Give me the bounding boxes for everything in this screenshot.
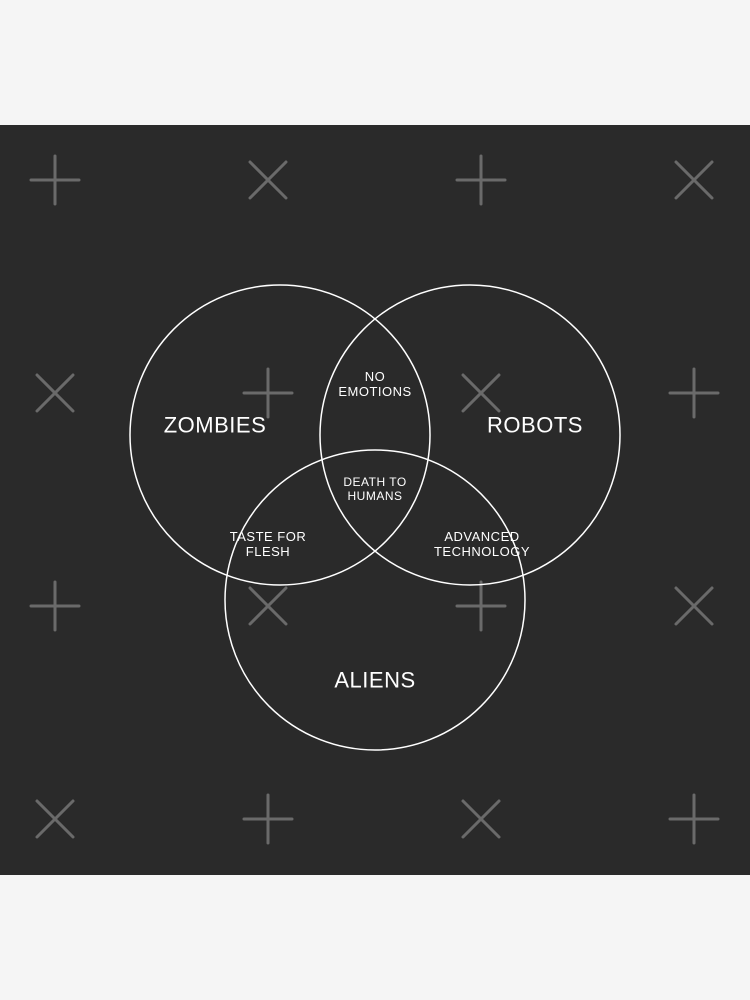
label-robots: ROBOTS: [487, 412, 583, 437]
label-death-to-humans: DEATH TO HUMANS: [343, 476, 406, 504]
label-zombies: ZOMBIES: [164, 412, 267, 437]
label-aliens: ALIENS: [334, 667, 415, 692]
venn-diagram-canvas: ZOMBIES ROBOTS ALIENS NO EMOTIONS TASTE …: [0, 125, 750, 875]
label-taste-for-flesh: TASTE FOR FLESH: [230, 530, 306, 560]
label-advanced-technology: ADVANCED TECHNOLOGY: [434, 530, 530, 560]
label-no-emotions: NO EMOTIONS: [338, 370, 411, 400]
